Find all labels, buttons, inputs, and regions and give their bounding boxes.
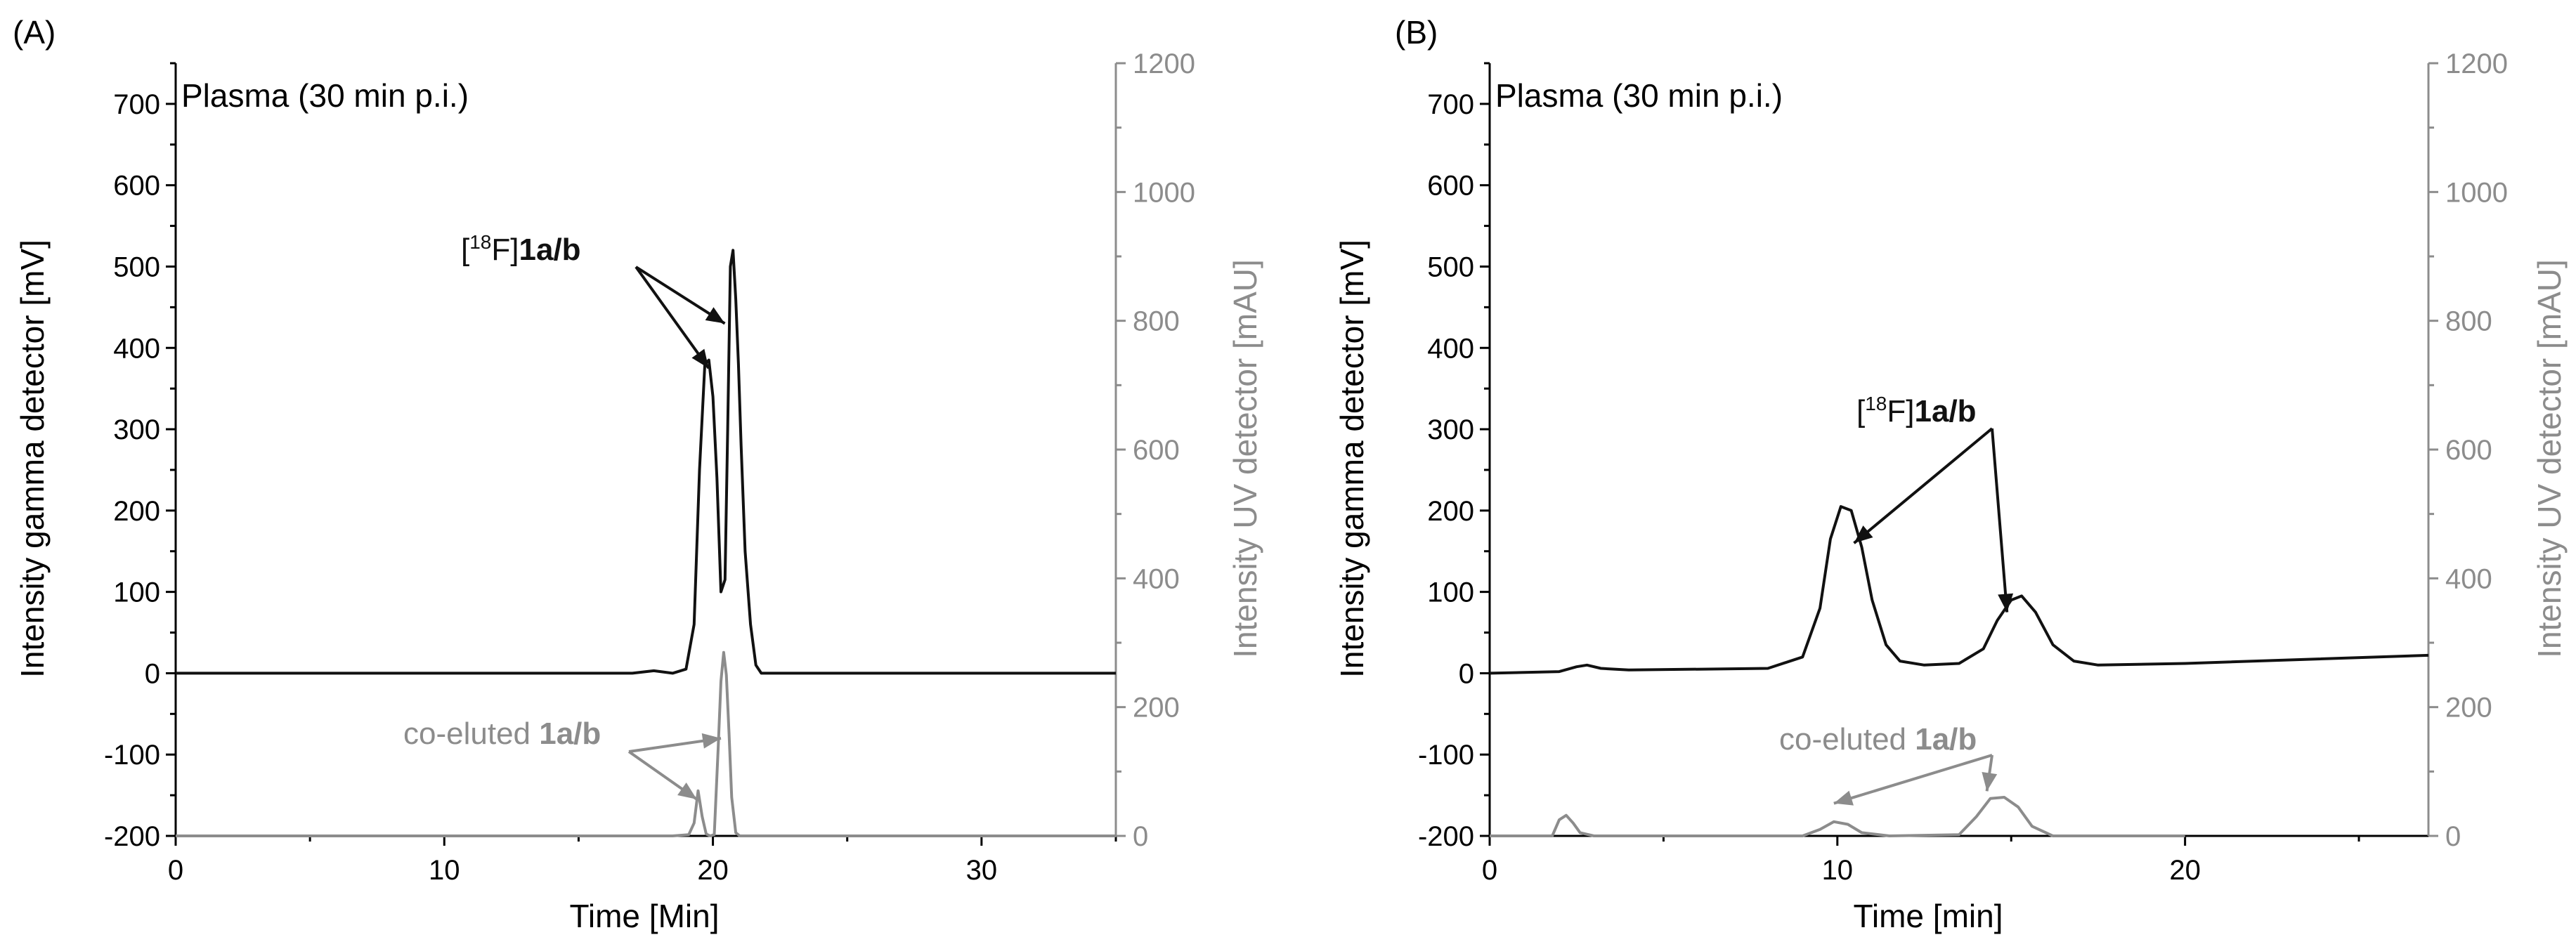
panel-a-y-right-tick-label: 1200 <box>1133 48 1195 79</box>
panel-a-x-tick-label: 0 <box>168 855 183 886</box>
panel-a-y-left-tick-label: 200 <box>113 496 160 527</box>
panel-a-arrow-18f-1-head <box>705 307 725 324</box>
panel-b-annotation-18f: [18F]1a/b <box>1856 393 1977 428</box>
panel-b-annotation-coeluted: co-eluted 1a/b <box>1779 722 1977 757</box>
panel-a-y-right-tick-label: 800 <box>1133 306 1180 337</box>
panel-b-y-left-tick-label: 500 <box>1427 251 1474 282</box>
panel-b-annotation-arrows <box>1853 427 2014 613</box>
panel-a-x-axis-label: Time [Min] <box>570 898 720 934</box>
panel-a-arrow-18f-0 <box>635 266 710 369</box>
panel-b-series <box>1489 505 2429 837</box>
panel-b-y-left-tick-label: -100 <box>1418 740 1474 771</box>
panel-b-y-right-tick-label: 200 <box>2445 693 2492 724</box>
panel-b-y-right-tick-label: 1200 <box>2445 48 2508 79</box>
panel-b-arrow-18f-1-head <box>1998 593 2014 613</box>
panel-a-y-left-tick-label: 400 <box>113 333 160 364</box>
panel-a-annotation-18f: [18F]1a/b <box>461 231 581 267</box>
panel-b-label: (B) <box>1395 14 1438 51</box>
panel-a-y-left-tick-label: 100 <box>113 577 160 608</box>
panel-a-label: (A) <box>13 14 56 51</box>
panel-b-series-gamma-line <box>1489 505 2429 675</box>
panel-a-y-left-tick-label: 600 <box>113 171 160 202</box>
panel-a-axes: 0 10 20 30 -200 -100 0 100 200 300 400 500 600 700 0 20… <box>104 48 1195 886</box>
panel-a-coeluted-arrows <box>627 733 722 801</box>
panel-b-y-left-axis-label: Intensity gamma detector [mV] <box>1334 240 1370 678</box>
panel-b-x-tick-label: 10 <box>1822 855 1854 886</box>
panel-a-arrow-18f-0-head <box>691 348 709 369</box>
panel-b-axes: 0 10 20 -200 -100 0 100 200 300 400 500 600 700 0 200 4… <box>1418 48 2508 886</box>
panel-a-arrow-coeluted-1-head <box>701 733 722 749</box>
panel-b-y-right-axis-label: Intensity UV detector [mAU] <box>2531 259 2568 658</box>
panel-a-y-right-axis-label: Intensity UV detector [mAU] <box>1227 259 1263 658</box>
panel-a-y-left-tick-label: -100 <box>104 740 160 771</box>
panel-a-y-left-tick-label: -200 <box>104 821 160 852</box>
panel-a-y-right-tick-label: 600 <box>1133 435 1180 466</box>
panel-a: (A) Plasma (30 min p.i.) 0 10 20 30 -200 -100… <box>13 14 1263 934</box>
panel-a-y-left-tick-label: 0 <box>145 658 160 689</box>
panel-a-title: Plasma (30 min p.i.) <box>181 77 469 114</box>
panel-b: (B) Plasma (30 min p.i.) 0 10 20 -200 -100 0 1… <box>1334 14 2568 934</box>
panel-b-coeluted-arrows <box>1833 754 1998 806</box>
panel-a-y-right-tick-label: 400 <box>1133 563 1180 594</box>
panel-a-arrow-coeluted-0-head <box>677 782 697 799</box>
panel-a-y-right-tick-label: 0 <box>1133 821 1148 852</box>
panel-b-arrow-coeluted-0 <box>1833 754 1993 805</box>
panel-b-y-left-tick-label: -200 <box>1418 821 1474 852</box>
panel-b-x-tick-label: 20 <box>2169 855 2201 886</box>
panel-a-x-tick-label: 30 <box>966 855 998 886</box>
panel-b-y-left-tick-label: 400 <box>1427 333 1474 364</box>
panel-a-annotation-coeluted: co-eluted 1a/b <box>403 716 601 751</box>
panel-b-y-right-tick-label: 400 <box>2445 563 2492 594</box>
panel-b-arrow-coeluted-1-head <box>1982 772 1998 792</box>
panel-b-y-right-tick-label: 800 <box>2445 306 2492 337</box>
panel-a-x-tick-label: 20 <box>697 855 729 886</box>
panel-b-x-axis-label: Time [min] <box>1854 898 2003 934</box>
panel-b-arrow-18f-0 <box>1853 427 1993 544</box>
panel-a-series-gamma-line <box>176 249 1116 675</box>
panel-b-y-left-tick-label: 0 <box>1459 658 1474 689</box>
panel-a-series <box>176 249 1116 837</box>
panel-b-y-right-tick-label: 0 <box>2445 821 2461 852</box>
panel-b-arrow-coeluted-0-head <box>1833 790 1854 806</box>
panel-b-x-tick-label: 0 <box>1482 855 1497 886</box>
panel-a-y-left-axis-label: Intensity gamma detector [mV] <box>14 240 51 678</box>
panel-b-y-left-tick-label: 300 <box>1427 414 1474 445</box>
panel-b-y-right-tick-label: 600 <box>2445 435 2492 466</box>
panel-a-y-left-tick-label: 700 <box>113 89 160 120</box>
panel-b-series-uv-line <box>1490 796 2185 837</box>
panel-b-y-right-tick-label: 1000 <box>2445 177 2508 208</box>
panel-b-y-left-tick-label: 100 <box>1427 577 1474 608</box>
panel-a-y-right-tick-label: 200 <box>1133 693 1180 724</box>
panel-b-title: Plasma (30 min p.i.) <box>1495 77 1783 114</box>
panel-b-arrow-18f-1 <box>1991 428 2009 613</box>
panel-b-y-left-tick-label: 600 <box>1427 171 1474 202</box>
panel-a-y-left-tick-label: 300 <box>113 414 160 445</box>
panel-a-annotation-arrows <box>635 266 726 369</box>
panel-b-arrow-18f-0-head <box>1854 525 1873 544</box>
panel-a-y-left-tick-label: 500 <box>113 251 160 282</box>
panel-a-series-uv-line <box>176 650 1116 837</box>
panel-b-y-left-tick-label: 200 <box>1427 496 1474 527</box>
panel-a-y-right-tick-label: 1000 <box>1133 177 1195 208</box>
panel-b-y-left-tick-label: 700 <box>1427 89 1474 120</box>
panel-a-x-tick-label: 10 <box>429 855 460 886</box>
